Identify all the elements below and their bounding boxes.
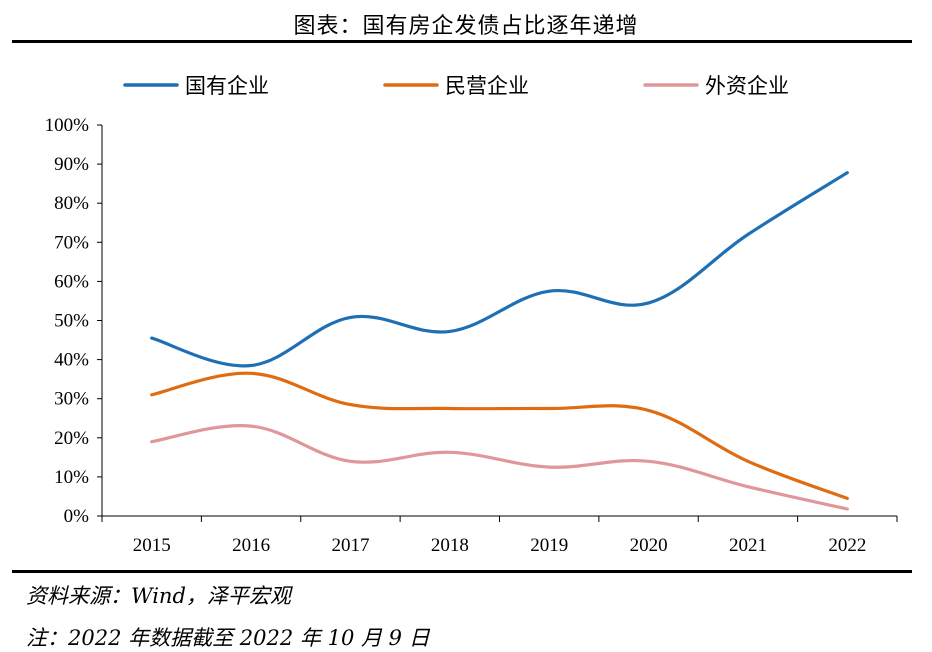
x-tick-label: 2021 (729, 535, 767, 556)
data-point (846, 507, 849, 510)
x-tick-label: 2022 (828, 535, 866, 556)
data-point (249, 364, 252, 367)
series-line-1 (150, 171, 849, 368)
data-point (548, 407, 551, 410)
legend: 国有企业 民营企业 外资企业 (123, 74, 789, 98)
data-point (846, 171, 849, 174)
series-lines (150, 171, 849, 511)
data-point (548, 290, 551, 293)
data-point (150, 440, 153, 443)
x-tick-label: 2020 (630, 535, 668, 556)
footnote: 注：2022 年数据截至 2022 年 10 月 9 日 (26, 626, 430, 650)
y-tick-label: 20% (54, 428, 89, 449)
chart-title: 图表：国有房企发债占比逐年递增 (293, 14, 639, 39)
y-tick-label: 50% (54, 311, 89, 332)
y-tick-label: 30% (54, 389, 89, 410)
data-point (349, 403, 352, 406)
legend-label: 民营企业 (445, 74, 529, 98)
y-tick-label: 60% (54, 271, 89, 292)
x-tick-label: 2015 (133, 535, 171, 556)
source-note: 资料来源：Wind，泽平宏观 (26, 584, 291, 608)
data-point (349, 316, 352, 319)
data-point (349, 460, 352, 463)
data-point (150, 393, 153, 396)
data-point (249, 424, 252, 427)
data-point (448, 407, 451, 410)
axes: 0% 10% 20% 30% 40% 50% 60% 70% 80% 90% 100% 2015 201… (45, 115, 898, 556)
x-tick-label: 2018 (431, 535, 469, 556)
data-point (746, 485, 749, 488)
series-line-3 (150, 424, 849, 511)
data-point (448, 451, 451, 454)
y-tick-label: 70% (54, 232, 89, 253)
y-tick-label: 100% (45, 115, 90, 136)
y-tick-label: 80% (54, 193, 89, 214)
top-rule (12, 40, 912, 43)
y-tick-label: 90% (54, 154, 89, 175)
y-tick-label: 10% (54, 467, 89, 488)
bottom-rule (12, 570, 912, 573)
x-tick-label: 2019 (530, 535, 568, 556)
data-point (746, 460, 749, 463)
data-point (647, 460, 650, 463)
data-point (647, 409, 650, 412)
data-point (249, 372, 252, 375)
data-point (746, 233, 749, 236)
y-tick-label: 0% (64, 506, 90, 527)
data-point (647, 301, 650, 304)
data-point (448, 330, 451, 333)
x-tick-label: 2017 (331, 535, 369, 556)
legend-label: 国有企业 (185, 74, 269, 98)
data-point (548, 466, 551, 469)
y-tick-label: 40% (54, 350, 89, 371)
series-line-2 (150, 371, 849, 500)
data-point (150, 336, 153, 339)
legend-label: 外资企业 (705, 74, 789, 98)
data-point (846, 497, 849, 500)
x-tick-label: 2016 (232, 535, 270, 556)
